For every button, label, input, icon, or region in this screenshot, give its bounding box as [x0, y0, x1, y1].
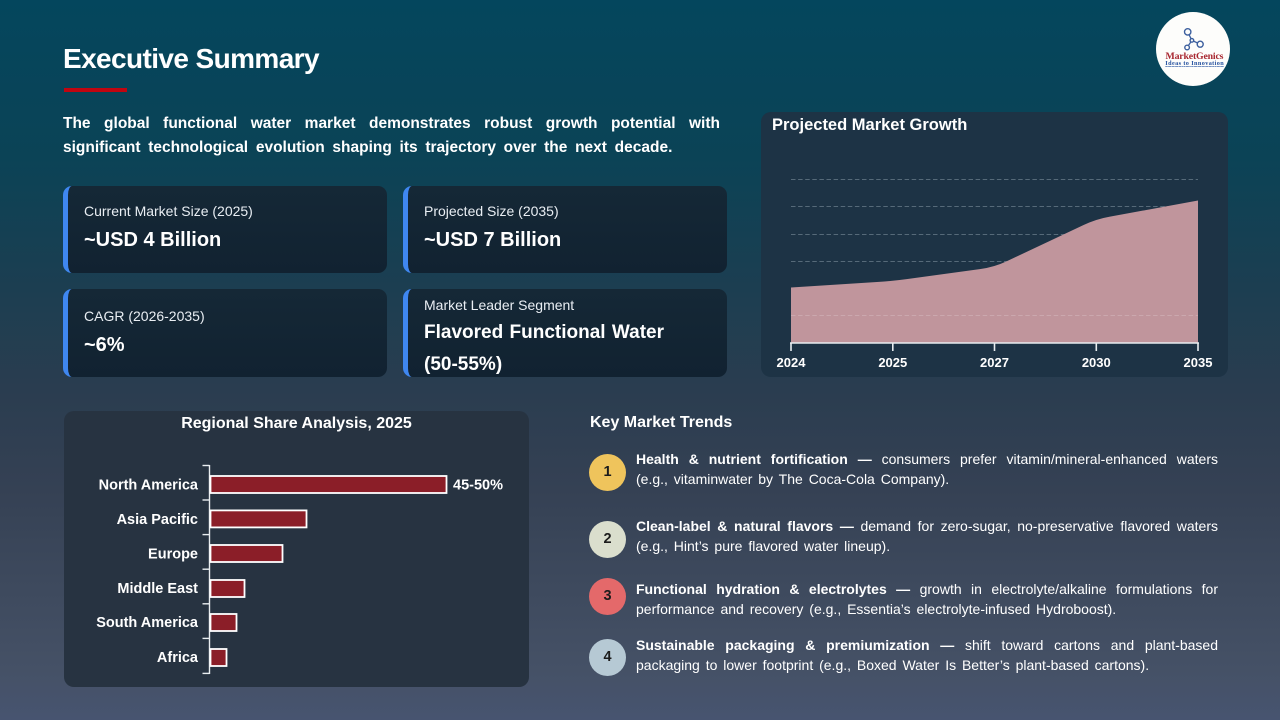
svg-text:2030: 2030: [1082, 355, 1111, 370]
svg-text:South America: South America: [96, 615, 199, 631]
svg-text:MarketGenics: MarketGenics: [1166, 51, 1224, 62]
svg-text:2024: 2024: [777, 355, 807, 370]
svg-text:2025: 2025: [878, 355, 907, 370]
svg-text:2027: 2027: [980, 355, 1009, 370]
svg-text:Europe: Europe: [148, 547, 198, 563]
svg-text:2035: 2035: [1184, 355, 1213, 370]
svg-text:North America: North America: [99, 478, 199, 494]
svg-text:Asia Pacific: Asia Pacific: [117, 512, 198, 528]
svg-text:45-50%: 45-50%: [453, 478, 503, 494]
svg-text:Middle East: Middle East: [117, 581, 198, 597]
svg-text:Africa: Africa: [157, 650, 199, 666]
svg-text:Ideas to Innovation: Ideas to Innovation: [1165, 60, 1224, 67]
